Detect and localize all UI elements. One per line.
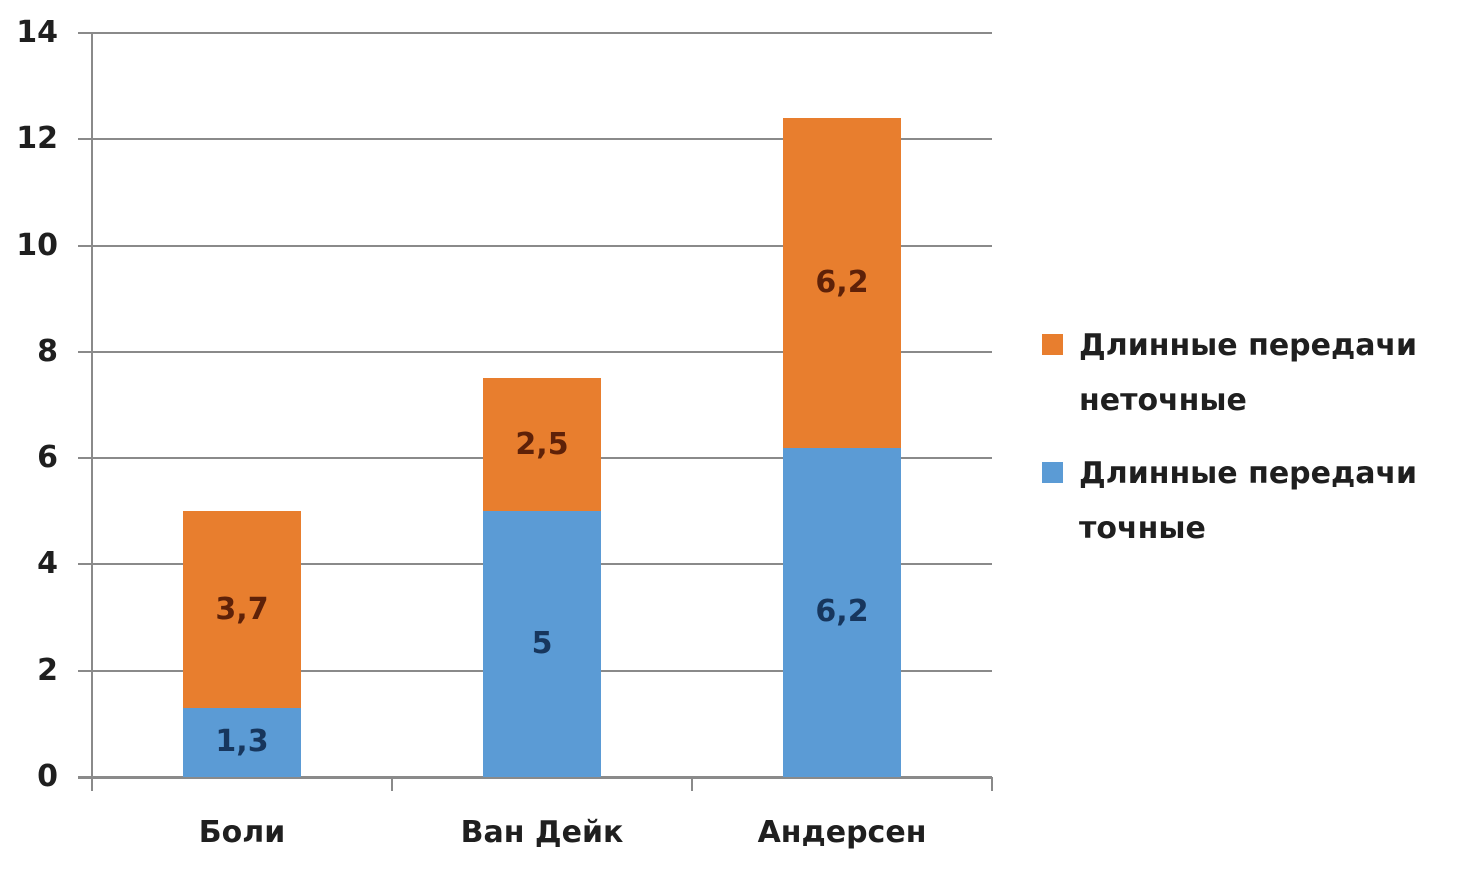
y-axis-line bbox=[91, 33, 93, 791]
gridline bbox=[78, 32, 992, 34]
bar-segment bbox=[183, 707, 301, 777]
bar-value-label: 1,3 bbox=[215, 724, 269, 760]
legend-swatch-icon bbox=[1042, 334, 1063, 355]
legend-item: Длинные передачи неточные bbox=[1042, 318, 1452, 428]
x-axis-tick bbox=[991, 777, 993, 791]
y-axis-tick-label: 6 bbox=[37, 440, 58, 476]
bar-value-label: 2,5 bbox=[515, 426, 569, 462]
bar-value-label: 3,7 bbox=[215, 591, 269, 627]
legend-item-label: Длинные передачи точные bbox=[1079, 456, 1418, 546]
gridline bbox=[78, 244, 992, 247]
y-axis-tick-label: 0 bbox=[37, 759, 58, 794]
gridline bbox=[78, 350, 992, 353]
x-axis-category-label: Боли bbox=[198, 815, 286, 850]
y-axis-tick-label: 14 bbox=[16, 15, 58, 50]
y-axis-tick-label: 2 bbox=[37, 652, 58, 688]
bar-value-label: 6,2 bbox=[815, 264, 869, 300]
bar-segment bbox=[483, 378, 601, 512]
bar-segment bbox=[783, 118, 901, 448]
y-axis-tick-label: 4 bbox=[37, 546, 58, 582]
legend-item: Длинные передачи точные bbox=[1042, 446, 1452, 556]
bar-value-label: 6,2 bbox=[815, 594, 869, 630]
gridline bbox=[78, 138, 992, 141]
legend-item-label: Длинные передачи неточные bbox=[1079, 328, 1418, 418]
x-axis-category-label: Ван Дейк bbox=[460, 815, 624, 850]
legend-swatch-icon bbox=[1042, 462, 1063, 483]
x-axis-category-label: Андерсен bbox=[757, 815, 927, 850]
bar-segment bbox=[783, 447, 901, 777]
x-axis-tick bbox=[691, 777, 693, 791]
bar-value-label: 5 bbox=[531, 626, 553, 662]
x-axis-tick bbox=[391, 777, 393, 791]
bar-segment bbox=[483, 511, 601, 777]
bar-segment bbox=[183, 511, 301, 708]
y-axis-tick-label: 12 bbox=[16, 121, 58, 157]
x-axis-line bbox=[78, 776, 992, 779]
legend: Длинные передачи неточные Длинные передач… bbox=[1042, 318, 1452, 574]
y-axis-tick-label: 8 bbox=[37, 333, 58, 369]
y-axis-tick-label: 10 bbox=[16, 227, 58, 263]
